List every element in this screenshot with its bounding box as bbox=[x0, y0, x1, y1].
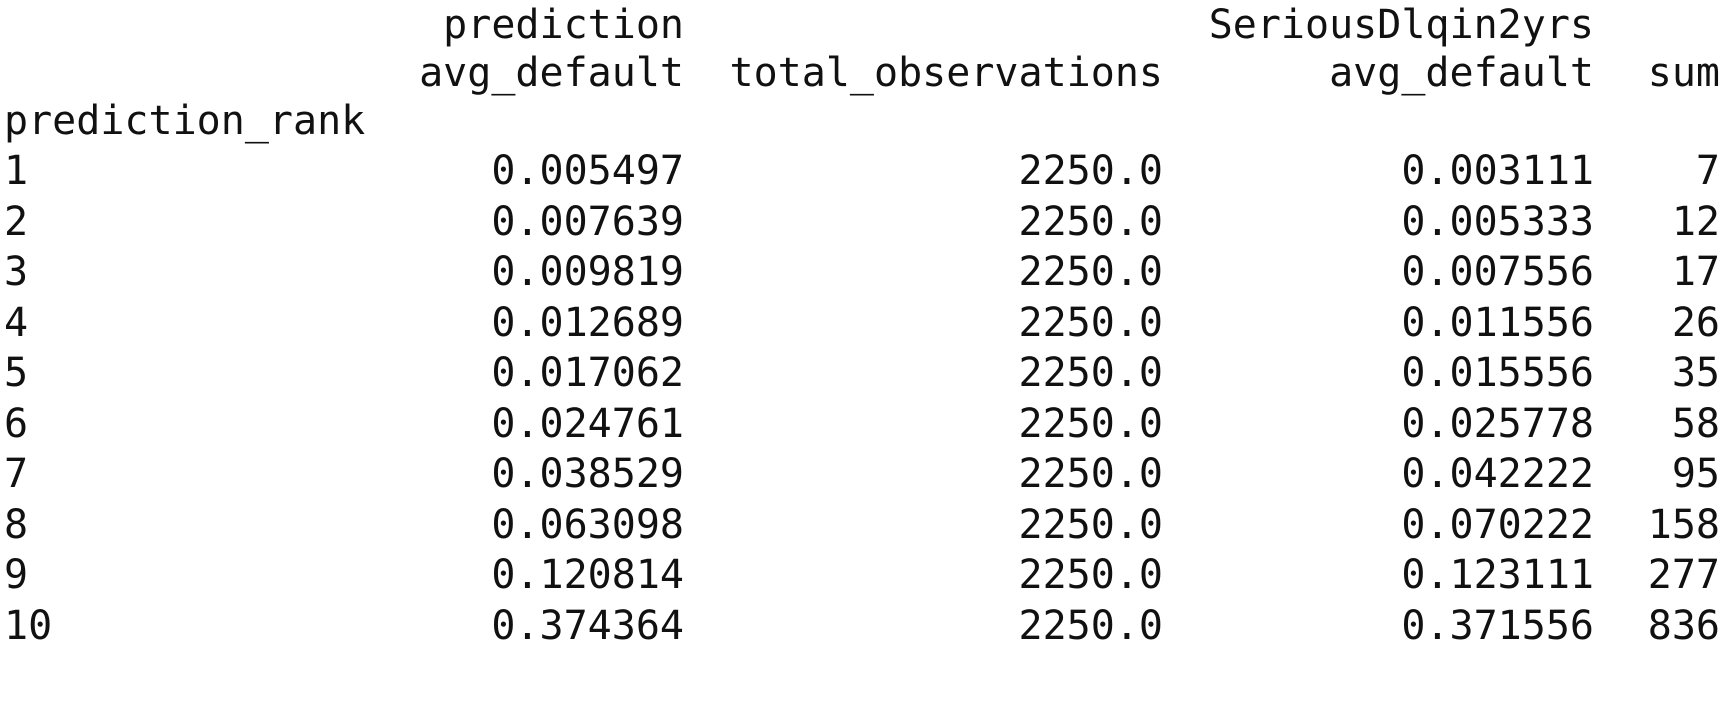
row-prediction-avg-default: 0.038529 bbox=[491, 451, 684, 497]
row-total-observations: 2250.0 bbox=[1018, 502, 1164, 548]
row-seriousdlqin2yrs-avg-default: 0.015556 bbox=[1401, 350, 1594, 396]
row-sum: 58 bbox=[1671, 401, 1720, 447]
row-total-observations: 2250.0 bbox=[1018, 249, 1164, 295]
row-total-observations: 2250.0 bbox=[1018, 148, 1164, 194]
header-prediction-avg-default: avg_default bbox=[419, 50, 684, 96]
row-sum: 277 bbox=[1647, 552, 1720, 598]
row-total-observations: 2250.0 bbox=[1018, 401, 1164, 447]
row-rank: 4 bbox=[4, 300, 29, 346]
row-prediction-avg-default: 0.024761 bbox=[491, 401, 684, 447]
header-seriousdlqin2yrs: SeriousDlqin2yrs bbox=[1208, 2, 1594, 48]
row-rank: 1 bbox=[4, 148, 29, 194]
row-sum: 158 bbox=[1647, 502, 1720, 548]
row-rank: 2 bbox=[4, 199, 29, 245]
row-prediction-avg-default: 0.007639 bbox=[491, 199, 684, 245]
header-total-observations: total_observations bbox=[729, 50, 1163, 96]
row-sum: 12 bbox=[1671, 199, 1720, 245]
row-total-observations: 2250.0 bbox=[1018, 300, 1164, 346]
row-prediction-avg-default: 0.009819 bbox=[491, 249, 684, 295]
row-seriousdlqin2yrs-avg-default: 0.025778 bbox=[1401, 401, 1594, 447]
header-seriousdlqin2yrs-avg-default: avg_default bbox=[1329, 50, 1594, 96]
row-total-observations: 2250.0 bbox=[1018, 552, 1164, 598]
row-sum: 836 bbox=[1647, 603, 1720, 649]
row-total-observations: 2250.0 bbox=[1018, 603, 1164, 649]
row-seriousdlqin2yrs-avg-default: 0.042222 bbox=[1401, 451, 1594, 497]
row-prediction-avg-default: 0.005497 bbox=[491, 148, 684, 194]
row-rank: 9 bbox=[4, 552, 29, 598]
row-rank: 5 bbox=[4, 350, 29, 396]
row-seriousdlqin2yrs-avg-default: 0.371556 bbox=[1401, 603, 1594, 649]
row-sum: 17 bbox=[1671, 249, 1720, 295]
header-sum: sum bbox=[1647, 50, 1720, 96]
row-seriousdlqin2yrs-avg-default: 0.123111 bbox=[1401, 552, 1594, 598]
row-seriousdlqin2yrs-avg-default: 0.003111 bbox=[1401, 148, 1594, 194]
header-prediction: prediction bbox=[443, 2, 684, 48]
row-total-observations: 2250.0 bbox=[1018, 350, 1164, 396]
row-prediction-avg-default: 0.374364 bbox=[491, 603, 684, 649]
row-sum: 35 bbox=[1671, 350, 1720, 396]
row-total-observations: 2250.0 bbox=[1018, 451, 1164, 497]
row-sum: 7 bbox=[1695, 148, 1720, 194]
row-seriousdlqin2yrs-avg-default: 0.005333 bbox=[1401, 199, 1594, 245]
row-sum: 95 bbox=[1671, 451, 1720, 497]
row-rank: 8 bbox=[4, 502, 29, 548]
row-prediction-avg-default: 0.017062 bbox=[491, 350, 684, 396]
row-prediction-avg-default: 0.120814 bbox=[491, 552, 684, 598]
row-rank: 10 bbox=[4, 603, 53, 649]
index-name: prediction_rank bbox=[4, 98, 366, 144]
row-prediction-avg-default: 0.012689 bbox=[491, 300, 684, 346]
row-total-observations: 2250.0 bbox=[1018, 199, 1164, 245]
row-rank: 7 bbox=[4, 451, 29, 497]
row-rank: 6 bbox=[4, 401, 29, 447]
row-prediction-avg-default: 0.063098 bbox=[491, 502, 684, 548]
row-seriousdlqin2yrs-avg-default: 0.011556 bbox=[1401, 300, 1594, 346]
row-rank: 3 bbox=[4, 249, 29, 295]
row-sum: 26 bbox=[1671, 300, 1720, 346]
row-seriousdlqin2yrs-avg-default: 0.070222 bbox=[1401, 502, 1594, 548]
row-seriousdlqin2yrs-avg-default: 0.007556 bbox=[1401, 249, 1594, 295]
